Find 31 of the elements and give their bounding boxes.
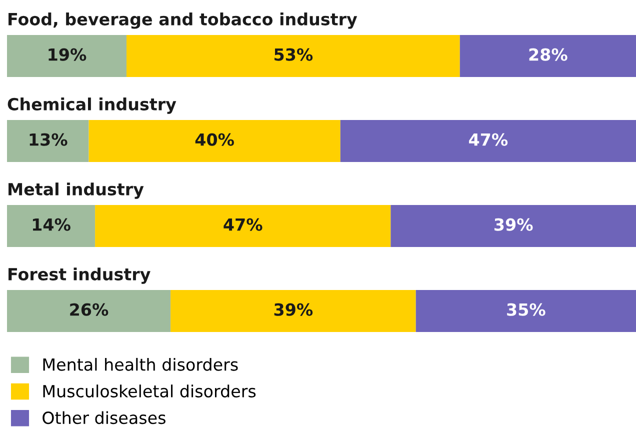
bar [7,290,171,332]
data-label: 47% [224,218,262,231]
bar [7,205,96,248]
data-label: 26% [70,303,108,316]
bar [340,120,636,162]
legend-label: Musculoskeletal disorders [43,384,256,398]
y-tick-label: Chemical industry [8,98,176,114]
legend-label: Mental health disorders [43,358,238,371]
bar [126,35,460,78]
bar [416,290,636,332]
bar [390,205,636,248]
y-tick-label: Metal industry [8,182,144,199]
data-label: 47% [468,133,508,146]
bar [7,120,89,162]
y-tick-label: Food, beverage and tobacco industry [8,12,358,29]
data-label: 28% [529,48,568,61]
bar [88,120,340,162]
bar [460,35,636,78]
legend-label: Other diseases [42,411,166,424]
data-label: 19% [48,48,86,61]
data-label: 39% [494,218,533,231]
data-label: 13% [30,133,68,146]
y-tick-label: Forest industry [8,268,150,284]
data-label: 39% [274,303,313,316]
data-label: 14% [32,218,70,231]
data-label: 53% [274,48,313,61]
data-label: 35% [507,303,546,316]
data-label: 40% [195,133,234,146]
bar [170,290,416,332]
bar [7,35,127,78]
bar [95,205,391,248]
